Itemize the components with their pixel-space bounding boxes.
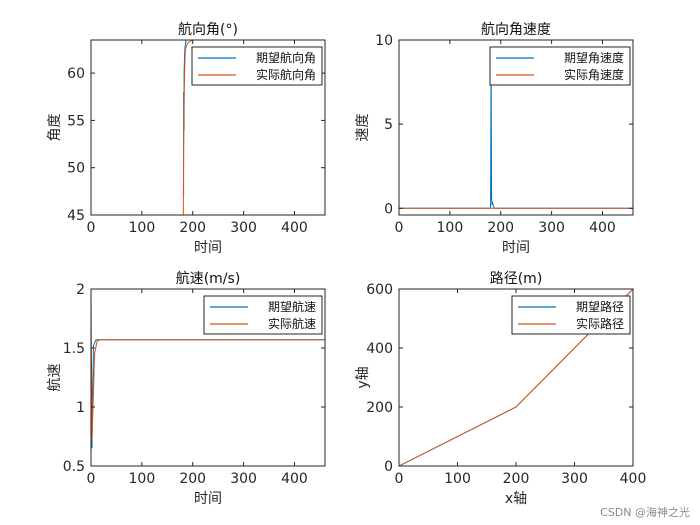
x-tick-label: 100: [129, 220, 156, 236]
x-tick-label: 200: [179, 220, 206, 236]
legend-label-2: 实际角速度: [564, 67, 624, 82]
y-tick-label: 1: [76, 400, 85, 416]
x-tick-label: 400: [620, 471, 647, 487]
y-tick-label: 55: [67, 113, 85, 129]
y-tick-label: 0: [384, 201, 393, 217]
x-axis-label: 时间: [502, 240, 530, 256]
y-axis-label: 速度: [355, 114, 371, 142]
chart-title: 路径(m): [490, 271, 543, 287]
legend-label-1: 期望航向角: [256, 50, 316, 65]
x-tick-label: 300: [538, 220, 565, 236]
y-tick-label: 45: [67, 208, 85, 224]
y-tick-label: 600: [366, 282, 393, 298]
x-axis-label: x轴: [505, 491, 527, 507]
x-tick-label: 400: [281, 471, 308, 487]
x-tick-label: 300: [561, 471, 588, 487]
legend-box: [191, 46, 323, 86]
subplot-heading: 0 100 200 300 400 45 50 55 60 航向角(°) 时间 角度 期望航向角实际航向…: [47, 22, 326, 256]
series-line-2: [182, 40, 193, 215]
legend-label-2: 实际航速: [268, 316, 316, 331]
y-axis-label: y轴: [355, 366, 371, 388]
chart-title: 航向角(°): [178, 22, 238, 38]
x-tick-label: 100: [437, 220, 464, 236]
legend-label-2: 实际航向角: [256, 67, 316, 82]
legend-label-1: 期望航速: [268, 299, 316, 314]
series-line-2: [91, 289, 325, 441]
watermark: CSDN @海神之光: [600, 505, 690, 519]
axes-frame: [90, 288, 326, 467]
x-axis-label: 时间: [194, 240, 222, 256]
y-tick-label: 10: [375, 33, 393, 49]
x-tick-label: 200: [487, 220, 514, 236]
y-tick-label: 400: [366, 341, 393, 357]
chart-title: 航速(m/s): [176, 271, 241, 287]
legend-label-1: 期望角速度: [564, 50, 624, 65]
series-line-1: [399, 48, 633, 209]
legend-box: [511, 295, 631, 335]
x-tick-label: 100: [444, 471, 471, 487]
x-tick-label: 300: [230, 220, 257, 236]
y-axis-label: 航速: [47, 364, 63, 392]
y-tick-label: 0.5: [63, 459, 85, 475]
x-tick-label: 100: [129, 471, 156, 487]
y-tick-label: 2: [76, 282, 85, 298]
y-axis-label: 角度: [47, 114, 63, 142]
y-tick-label: 60: [67, 66, 85, 82]
legend-box: [489, 46, 631, 86]
legend-label-1: 期望路径: [576, 299, 624, 314]
x-axis-label: 时间: [194, 491, 222, 507]
y-tick-label: 50: [67, 161, 85, 177]
legend-box: [203, 295, 323, 335]
x-tick-label: 400: [589, 220, 616, 236]
y-tick-label: 200: [366, 400, 393, 416]
x-tick-label: 0: [87, 220, 96, 236]
x-tick-label: 0: [87, 471, 96, 487]
axes-frame: [398, 39, 634, 216]
legend-label-2: 实际路径: [576, 316, 624, 331]
y-tick-label: 0: [384, 459, 393, 475]
x-tick-label: 0: [395, 471, 404, 487]
x-tick-label: 200: [503, 471, 530, 487]
x-tick-label: 400: [281, 220, 308, 236]
x-tick-label: 0: [395, 220, 404, 236]
y-tick-label: 5: [384, 117, 393, 133]
x-tick-label: 300: [230, 471, 257, 487]
x-tick-label: 200: [179, 471, 206, 487]
y-tick-label: 1.5: [63, 341, 85, 357]
chart-title: 航向角速度: [481, 22, 551, 38]
axes-frame: [90, 39, 326, 216]
